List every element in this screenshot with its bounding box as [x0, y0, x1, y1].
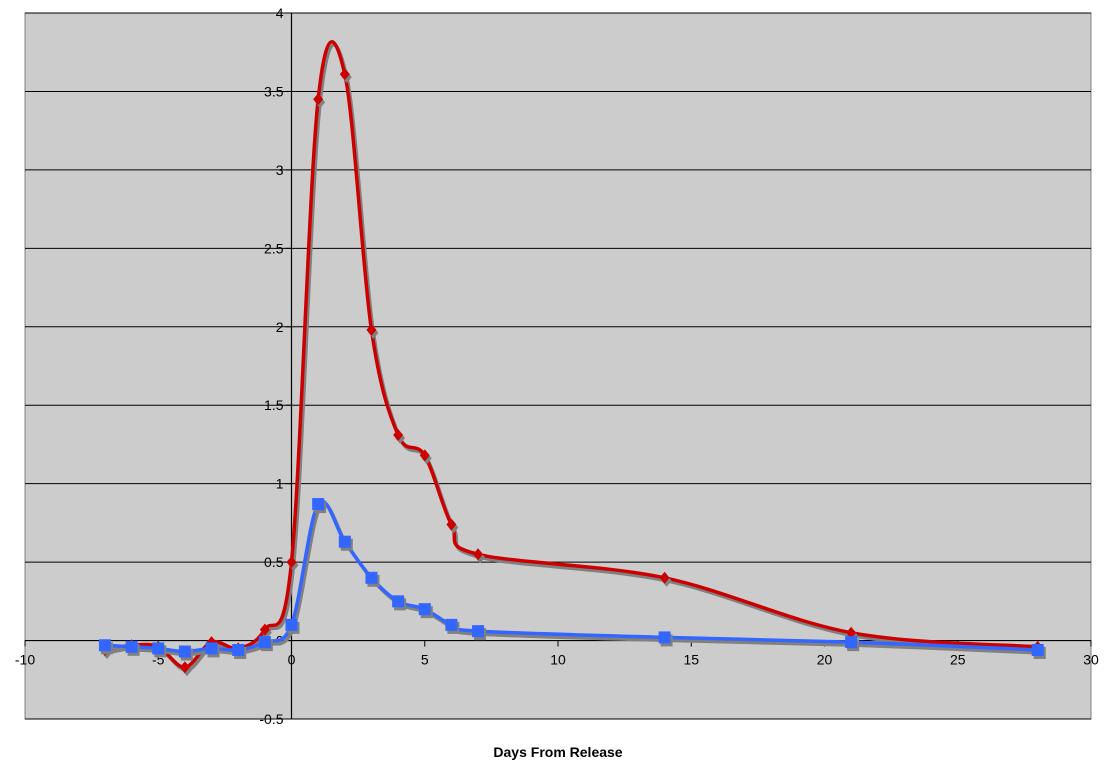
- data-point-marker: [845, 636, 858, 649]
- data-point-marker: [658, 631, 671, 644]
- data-point-marker: [178, 645, 191, 658]
- x-tick-label: 30: [1083, 652, 1099, 668]
- data-point-marker: [205, 642, 218, 655]
- y-tick-label: 0.5: [264, 554, 284, 570]
- y-tick-label: 1.5: [264, 397, 284, 413]
- series-2: [98, 498, 1046, 661]
- y-tick-label: 3: [276, 162, 284, 178]
- x-tick-label: 20: [817, 652, 833, 668]
- data-point-marker: [232, 643, 245, 656]
- data-point-marker: [472, 625, 485, 638]
- data-point-marker: [366, 323, 377, 336]
- y-tick-label: 4: [276, 5, 284, 21]
- x-tick-label: 0: [288, 652, 296, 668]
- y-tick-label: 2: [276, 319, 284, 335]
- data-point-marker: [659, 571, 670, 584]
- data-point-marker: [846, 626, 857, 639]
- data-point-marker: [338, 535, 351, 548]
- data-point-marker: [446, 518, 457, 531]
- data-point-marker: [418, 603, 431, 616]
- x-tick-label: 15: [683, 652, 699, 668]
- data-point-marker: [392, 595, 405, 608]
- data-point-marker: [259, 623, 270, 636]
- data-point-marker: [1031, 643, 1044, 656]
- x-tick-label: 25: [950, 652, 966, 668]
- data-point-marker: [179, 661, 190, 674]
- y-tick-label: 1: [276, 476, 284, 492]
- x-axis-ticks: -10 -5 0 5 10 15 20 25 30: [15, 640, 1099, 668]
- data-point-marker: [152, 642, 165, 655]
- y-tick-label: 3.5: [264, 83, 284, 99]
- data-point-marker: [365, 571, 378, 584]
- x-tick-label: -10: [15, 652, 35, 668]
- plot-area: [24, 12, 1092, 720]
- data-point-marker: [312, 498, 325, 511]
- y-tick-label: 2.5: [264, 240, 284, 256]
- data-point-marker: [419, 449, 430, 462]
- x-tick-label: 5: [421, 652, 429, 668]
- series-layer: [98, 40, 1046, 677]
- data-point-marker: [313, 93, 324, 106]
- y-tick-label: -0.5: [259, 711, 283, 727]
- x-tick-label: 10: [550, 652, 566, 668]
- x-axis-title: Days From Release: [493, 744, 622, 760]
- data-point-marker: [393, 429, 404, 442]
- data-point-marker: [98, 639, 111, 652]
- data-point-marker: [285, 618, 298, 631]
- data-point-marker: [339, 68, 350, 81]
- data-point-marker: [445, 618, 458, 631]
- data-point-marker: [473, 548, 484, 561]
- data-point-marker: [258, 636, 271, 649]
- data-point-marker: [125, 640, 138, 653]
- data-point-marker: [286, 556, 297, 569]
